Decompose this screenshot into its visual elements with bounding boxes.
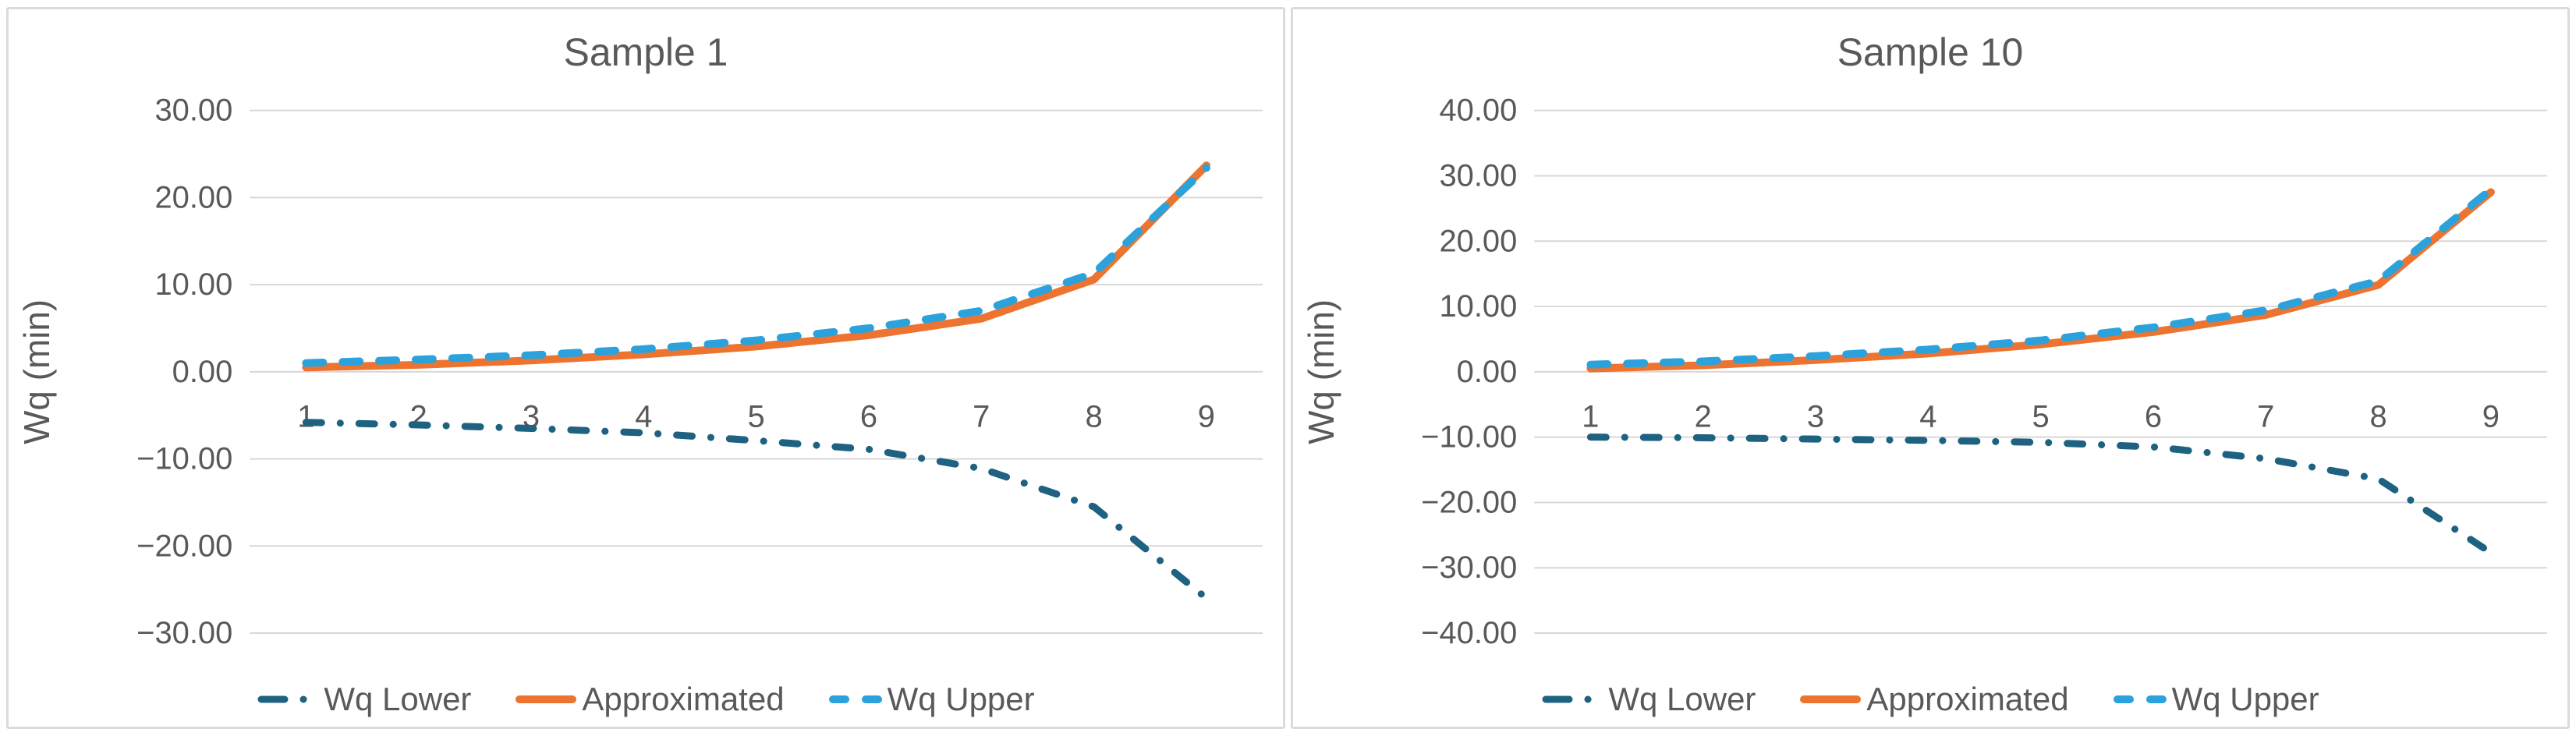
y-axis-tick-labels: 30.00 20.00 10.00 0.00 −10.00 −20.00 −30.00	[136, 94, 232, 650]
series-wq-upper	[1586, 186, 2495, 369]
legend-key-solid-icon	[516, 695, 577, 703]
y-axis-title: Wq (min)	[1301, 299, 1341, 444]
y-tick-label: 30.00	[1439, 158, 1517, 193]
legend-key-dashed-icon	[2113, 695, 2167, 703]
legend-item-wq-lower: Wq Lower	[1541, 683, 1756, 716]
x-tick-label: 4	[1919, 400, 1936, 434]
x-tick-label: 7	[2257, 400, 2274, 434]
legend-label: Wq Lower	[324, 681, 472, 717]
x-tick-label: 7	[973, 400, 990, 434]
y-tick-label: −40.00	[1421, 616, 1517, 650]
chart-title: Sample 10	[1837, 30, 2023, 74]
y-tick-label: −30.00	[1421, 550, 1517, 585]
legend-item-approximated: Approximated	[1799, 681, 2069, 717]
x-tick-label: 5	[2032, 400, 2050, 434]
y-tick-label: −20.00	[1421, 485, 1517, 519]
x-tick-label: 8	[1085, 400, 1102, 434]
legend-label: Wq Upper	[887, 681, 1035, 717]
x-axis-tick-labels: 1 2 3 4 5 6 7 8 9	[1582, 400, 2500, 434]
chart-panel-sample-10: Sample 10 Wq (min) 40.00 30.00 20.00 10.00 0…	[1291, 7, 2570, 729]
gridlines	[1534, 109, 2548, 635]
x-tick-label: 6	[860, 400, 877, 434]
y-axis-title: Wq (min)	[16, 299, 57, 444]
y-tick-label: 40.00	[1439, 94, 1517, 128]
y-tick-label: 0.00	[172, 355, 233, 389]
chart-legend: Wq Lower Approximated Wq Upper	[9, 683, 1283, 716]
chart-legend: Wq Lower Approximated Wq Upper	[1293, 683, 2567, 716]
series-lines	[302, 161, 1210, 602]
legend-item-wq-upper: Wq Upper	[828, 683, 1035, 716]
y-axis-tick-labels: 40.00 30.00 20.00 10.00 0.00 −10.00 −20.00 −30.…	[1421, 94, 1517, 650]
legend-label: Approximated	[1866, 681, 2069, 717]
legend-key-dashed-icon	[828, 695, 882, 703]
x-tick-label: 6	[2145, 400, 2162, 434]
legend-item-wq-lower: Wq Lower	[257, 683, 471, 716]
series-wq-lower	[1586, 433, 2495, 557]
y-tick-label: −10.00	[136, 442, 232, 476]
x-tick-label: 9	[1198, 400, 1215, 434]
series-lines	[1586, 186, 2495, 557]
x-tick-label: 1	[297, 400, 314, 434]
y-tick-label: 10.00	[1439, 289, 1517, 324]
line-chart-sample-10: Sample 10 Wq (min) 40.00 30.00 20.00 10.00 0…	[1301, 30, 2548, 650]
x-tick-label: 9	[2482, 400, 2500, 434]
series-approximated	[302, 161, 1210, 372]
x-tick-label: 8	[2369, 400, 2386, 434]
legend-label: Wq Upper	[2171, 681, 2319, 717]
legend-label: Wq Lower	[1608, 681, 1756, 717]
x-tick-label: 2	[1695, 400, 1712, 434]
chart-panel-sample-1: Sample 1 Wq (min) 30.00 20.00 10.00 0.00 −10…	[6, 7, 1285, 729]
legend-label: Approximated	[582, 681, 785, 717]
y-tick-label: 10.00	[154, 267, 232, 302]
y-tick-label: 0.00	[1457, 355, 1518, 389]
x-tick-label: 1	[1582, 400, 1599, 434]
x-tick-label: 5	[748, 400, 765, 434]
y-tick-label: −10.00	[1421, 420, 1517, 455]
y-tick-label: −20.00	[136, 529, 232, 563]
y-tick-label: −30.00	[136, 616, 232, 650]
legend-key-dash-dot-icon	[1542, 695, 1603, 703]
y-tick-label: 20.00	[154, 180, 232, 214]
x-tick-label: 4	[635, 400, 652, 434]
line-chart-sample-1: Sample 1 Wq (min) 30.00 20.00 10.00 0.00 −10…	[16, 30, 1263, 650]
chart-title: Sample 1	[564, 30, 728, 74]
x-tick-label: 2	[410, 400, 427, 434]
y-tick-label: 30.00	[154, 94, 232, 128]
legend-key-dash-dot-icon	[257, 695, 318, 703]
legend-item-wq-upper: Wq Upper	[2113, 683, 2319, 716]
series-wq-lower	[302, 419, 1210, 602]
x-tick-label: 3	[1807, 400, 1824, 434]
gridlines	[250, 109, 1263, 635]
y-tick-label: 20.00	[1439, 224, 1517, 258]
legend-item-approximated: Approximated	[515, 681, 785, 717]
legend-key-solid-icon	[1800, 695, 1862, 703]
series-wq-upper	[302, 164, 1210, 367]
